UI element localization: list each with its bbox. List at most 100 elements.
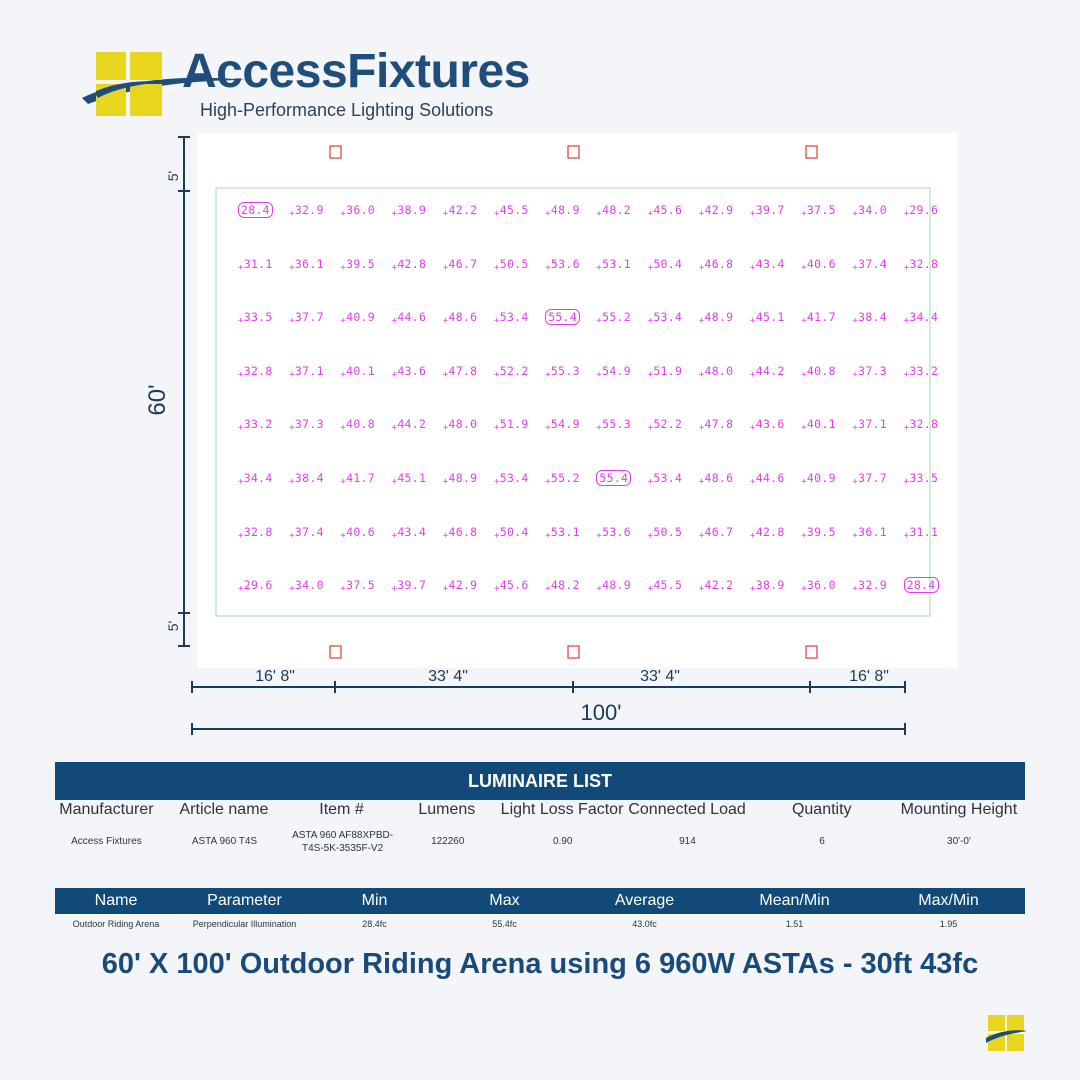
illuminance-value: +39.7 xyxy=(750,203,785,219)
illuminance-value: +36.1 xyxy=(289,256,324,273)
illuminance-value: +29.6 xyxy=(238,578,273,595)
illuminance-value: +53.6 xyxy=(596,524,632,541)
table-cell: Access Fixtures xyxy=(71,836,142,848)
brand-tagline: High-Performance Lighting Solutions xyxy=(200,100,494,120)
column-header: Mean/Min xyxy=(759,892,830,909)
illuminance-value: +52.2 xyxy=(647,417,683,434)
illuminance-value-text: 44.2 xyxy=(755,363,785,378)
illuminance-value: +39.5 xyxy=(801,524,836,541)
column-header: Article name xyxy=(179,801,269,818)
illuminance-value-text: 50.4 xyxy=(653,256,683,271)
illuminance-value-text: 39.7 xyxy=(397,578,427,593)
column-header: Lumens xyxy=(418,801,476,818)
illuminance-value: +48.6 xyxy=(442,310,478,327)
illuminance-value: +43.6 xyxy=(750,417,785,434)
height-label: 60' xyxy=(144,384,171,416)
illuminance-value: +39.7 xyxy=(391,578,427,595)
illuminance-value: +38.9 xyxy=(391,203,427,219)
illuminance-value-text: 41.7 xyxy=(346,471,376,485)
illuminance-value-text: 34.4 xyxy=(243,471,273,485)
illuminance-value: +46.8 xyxy=(442,524,478,541)
fixture-marker xyxy=(805,145,818,159)
column-header: Item # xyxy=(319,801,364,818)
width-label: 100' xyxy=(580,700,622,725)
span-label: 33' 4" xyxy=(428,668,468,685)
illuminance-value-text: 43.4 xyxy=(755,256,785,271)
illuminance-value-text: 44.6 xyxy=(397,310,427,325)
illuminance-value: +51.9 xyxy=(647,363,683,380)
illuminance-value-text: 50.4 xyxy=(499,524,529,539)
illuminance-value-text: 40.9 xyxy=(806,471,836,485)
illuminance-value-text: 46.8 xyxy=(704,256,734,271)
illuminance-value: +32.8 xyxy=(238,524,273,541)
illuminance-value: +32.8 xyxy=(903,256,939,273)
illuminance-value-text: 36.1 xyxy=(858,524,888,539)
illuminance-value-text: 45.6 xyxy=(499,578,529,593)
parameters-header: Name Parameter Min Max Average Mean/Min … xyxy=(55,888,1025,914)
lighting-plan xyxy=(198,133,958,668)
illuminance-value-text: 51.9 xyxy=(499,417,529,432)
illuminance-value-text: 44.2 xyxy=(397,417,427,432)
illuminance-value: +46.7 xyxy=(698,524,734,541)
bottom-margin-label: 5' xyxy=(165,620,181,632)
illuminance-value: +47.8 xyxy=(698,417,734,434)
illuminance-value: +31.1 xyxy=(238,256,273,273)
illuminance-value-text: 38.9 xyxy=(755,578,785,593)
illuminance-value-text: 32.8 xyxy=(243,524,273,539)
illuminance-value-text: 47.8 xyxy=(448,363,478,378)
illuminance-value-text: 42.9 xyxy=(704,203,734,217)
fixture-marker xyxy=(567,145,580,159)
illuminance-value-text: 39.7 xyxy=(755,203,785,217)
illuminance-value: +55.2 xyxy=(596,310,632,327)
illuminance-value-text: 32.8 xyxy=(909,256,939,271)
illuminance-value: +31.1 xyxy=(903,524,939,541)
illuminance-value: +34.0 xyxy=(852,203,888,219)
illuminance-value-text: 37.3 xyxy=(858,363,888,378)
illuminance-value-text: 48.9 xyxy=(448,471,478,485)
illuminance-value: +40.6 xyxy=(340,524,376,541)
illuminance-value-text: 37.5 xyxy=(346,578,376,593)
illuminance-value: +53.1 xyxy=(545,524,580,541)
column-header: Max xyxy=(489,892,520,909)
illuminance-value: +32.8 xyxy=(238,363,273,380)
illuminance-value: +54.9 xyxy=(545,417,580,434)
illuminance-value: +53.4 xyxy=(494,310,529,327)
table-cell: 914 xyxy=(679,836,696,848)
column-header: Max/Min xyxy=(918,892,979,909)
illuminance-value-text: 39.5 xyxy=(346,256,376,271)
illuminance-value: +37.3 xyxy=(289,417,324,434)
illuminance-value-text: 44.6 xyxy=(755,471,785,485)
illuminance-value: +48.0 xyxy=(698,363,734,380)
illuminance-value: +50.5 xyxy=(494,256,529,273)
illuminance-value: +33.5 xyxy=(903,471,939,487)
illuminance-value: +40.8 xyxy=(801,363,836,380)
arena-boundary xyxy=(215,187,931,617)
illuminance-value-text: 40.1 xyxy=(346,363,376,378)
illuminance-value: +50.5 xyxy=(647,524,683,541)
illuminance-value-text: 37.5 xyxy=(806,203,836,217)
table-cell: 1.95 xyxy=(939,919,958,929)
illuminance-value-text: 54.9 xyxy=(602,363,632,378)
illuminance-value: +42.9 xyxy=(442,578,478,595)
illuminance-value: +53.4 xyxy=(647,471,683,487)
illuminance-value: +32.9 xyxy=(852,578,888,595)
illuminance-value: +43.4 xyxy=(391,524,427,541)
illuminance-value-text: 51.9 xyxy=(653,363,683,378)
illuminance-value-text: 36.0 xyxy=(346,203,376,217)
illuminance-value-text: 55.4 xyxy=(545,309,581,326)
illuminance-value: +44.6 xyxy=(750,471,785,487)
illuminance-value: +37.1 xyxy=(289,363,324,380)
illuminance-value: +48.2 xyxy=(545,578,580,595)
illuminance-value: +41.7 xyxy=(801,310,836,327)
illuminance-value: +48.9 xyxy=(545,203,580,219)
illuminance-value-text: 55.3 xyxy=(550,363,580,378)
illuminance-value: +32.8 xyxy=(903,417,939,434)
illuminance-value-text: 37.4 xyxy=(294,524,324,539)
illuminance-value: +36.0 xyxy=(801,578,836,595)
illuminance-value-text: 37.1 xyxy=(294,363,324,378)
illuminance-value-text: 48.6 xyxy=(448,310,478,325)
page-caption: 60' X 100' Outdoor Riding Arena using 6 … xyxy=(101,948,979,980)
illuminance-value-text: 48.9 xyxy=(550,203,580,217)
illuminance-value: +42.8 xyxy=(391,256,427,273)
illuminance-value: +37.4 xyxy=(289,524,324,541)
